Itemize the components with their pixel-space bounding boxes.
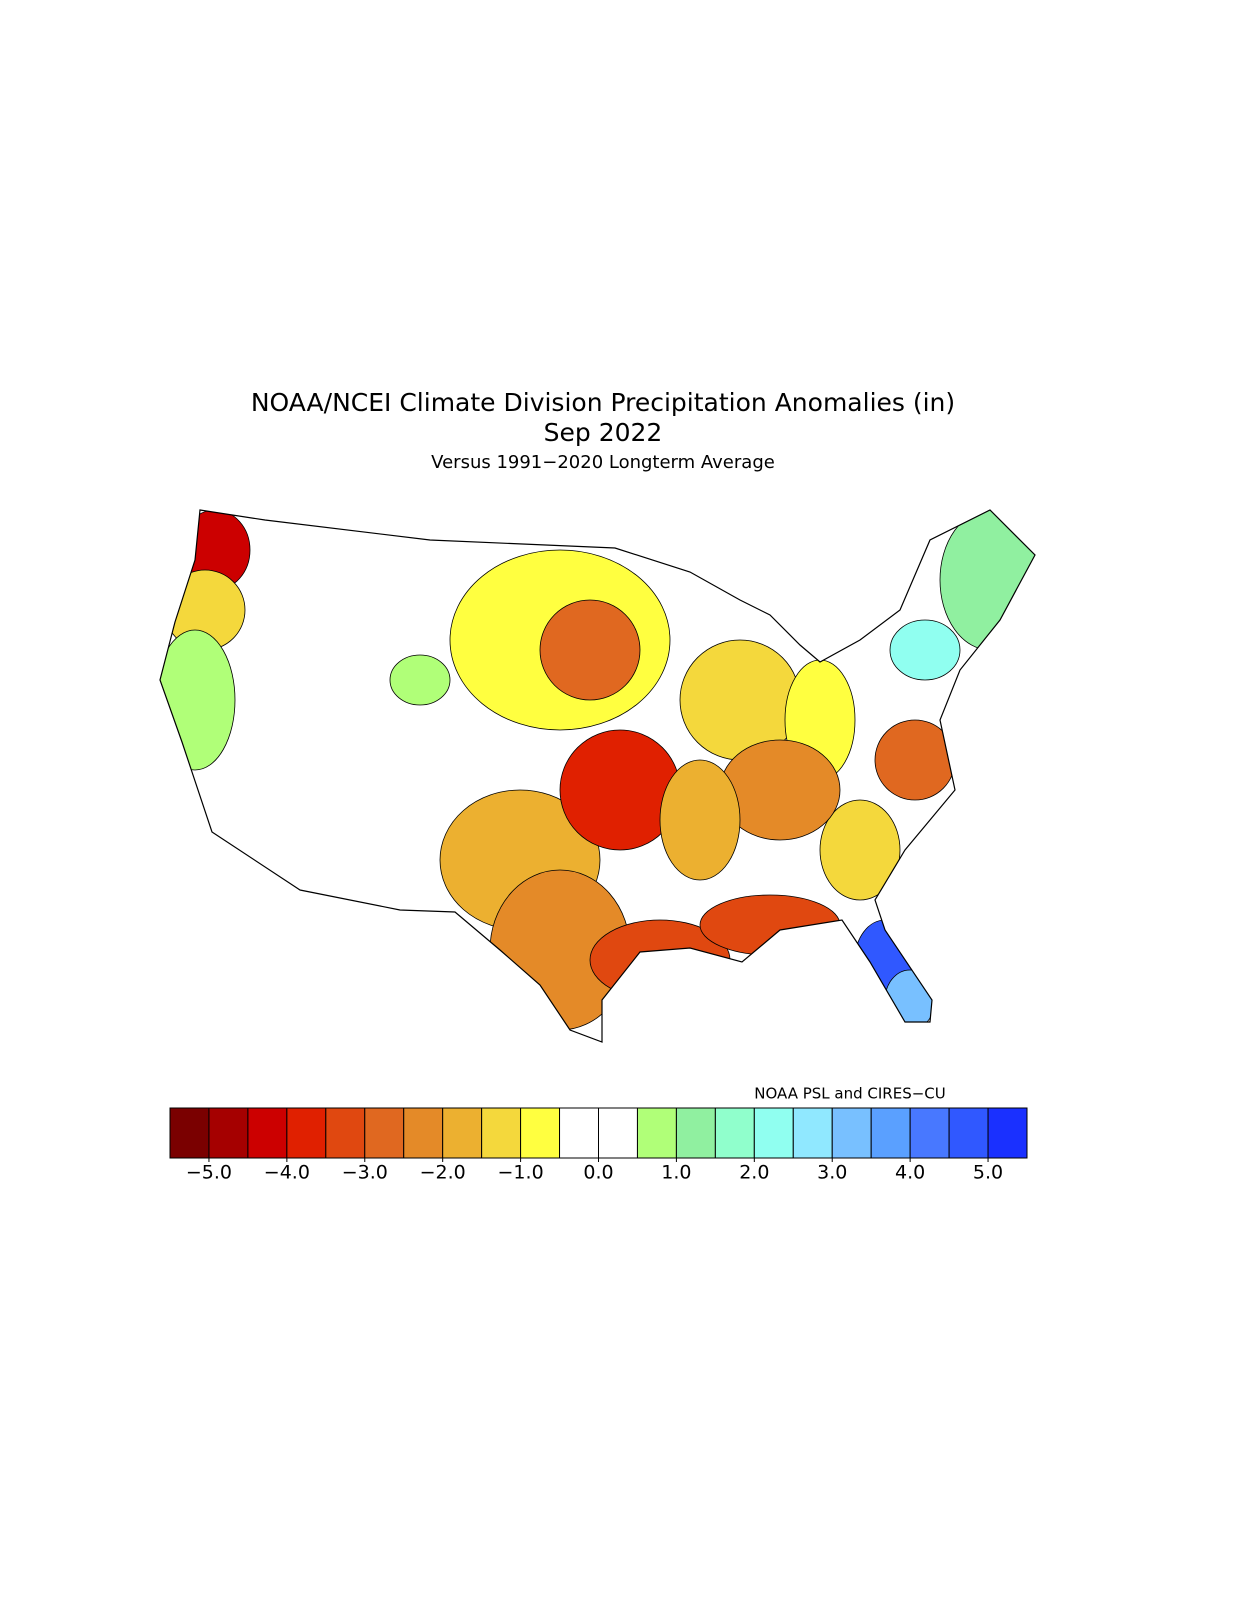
subtitle: Versus 1991−2020 Longterm Average [431, 452, 775, 473]
colorbar-box [169, 1107, 210, 1159]
colorbar-label: 4.0 [895, 1162, 925, 1184]
colorbar-box [520, 1107, 561, 1159]
colorbar-label: 1.0 [661, 1162, 691, 1184]
colorbar-box [598, 1107, 638, 1159]
colorbar-label: 5.0 [973, 1162, 1003, 1184]
colorbar-box [909, 1107, 950, 1159]
colorbar-label: 2.0 [739, 1162, 769, 1184]
title: NOAA/NCEI Climate Division Precipitation… [251, 388, 955, 417]
colorbar-box [792, 1107, 833, 1159]
colorbar-box [675, 1107, 716, 1159]
colorbar-box [714, 1107, 755, 1159]
colorbar-box [325, 1107, 366, 1159]
colorbar-label: −3.0 [342, 1162, 388, 1184]
climate-division [389, 654, 451, 706]
climate-division [539, 599, 641, 701]
colorbar: −5.0 −4.0 −3.0 −2.0 −1.0 0.0 1.0 2.0 3.0 4.0 5.0 [169, 1107, 1028, 1184]
date: Sep 2022 [544, 418, 663, 447]
colorbar-box [559, 1107, 600, 1159]
climate-division [659, 759, 741, 881]
colorbar-box [208, 1107, 249, 1159]
colorbar-box [286, 1107, 327, 1159]
colorbar-box [753, 1107, 794, 1159]
colorbar-label: −1.0 [498, 1162, 544, 1184]
colorbar-box [364, 1107, 405, 1159]
colorbar-label: −5.0 [186, 1162, 232, 1184]
colorbar-box [870, 1107, 911, 1159]
colorbar-label: −4.0 [264, 1162, 310, 1184]
colorbar-label: 3.0 [817, 1162, 847, 1184]
colorbar-box [442, 1107, 483, 1159]
climate-division [819, 799, 901, 901]
colorbar-box [987, 1107, 1028, 1159]
climate-division [889, 619, 961, 681]
colorbar-box [247, 1107, 288, 1159]
colorbar-label: 0.0 [583, 1162, 613, 1184]
colorbar-box [636, 1107, 677, 1159]
colorbar-box [831, 1107, 872, 1159]
us-outline [159, 509, 1036, 1043]
colorbar-box [403, 1107, 444, 1159]
colorbar-box [481, 1107, 522, 1159]
colorbar-label: −2.0 [420, 1162, 466, 1184]
credit: NOAA PSL and CIRES−CU [754, 1085, 946, 1103]
colorbar-box [948, 1107, 989, 1159]
